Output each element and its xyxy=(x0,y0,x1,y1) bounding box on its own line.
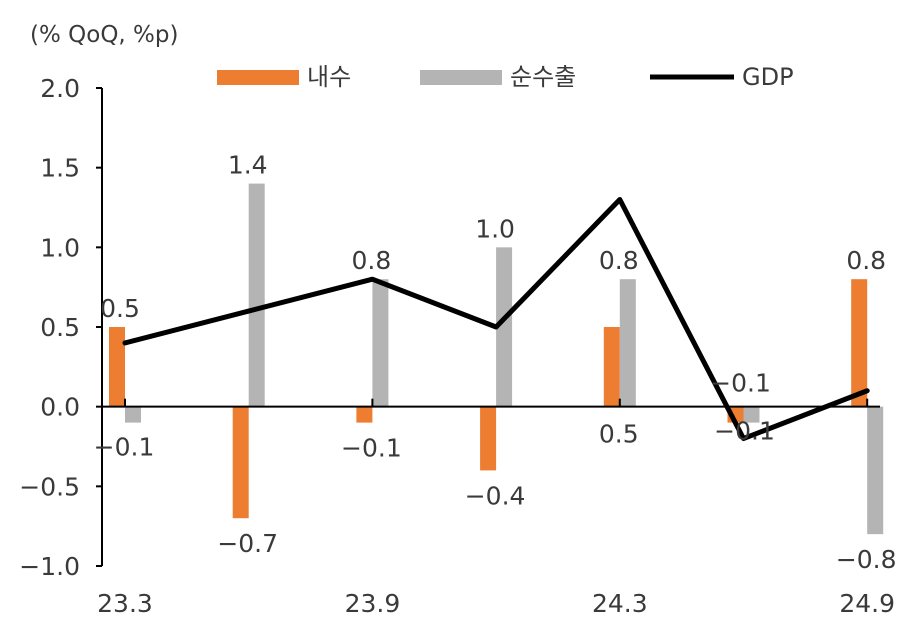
bar-domestic xyxy=(109,327,125,407)
data-label: −0.7 xyxy=(217,529,278,558)
y-tick-label: −1.0 xyxy=(19,552,80,581)
y-tick-label: 1.5 xyxy=(40,154,80,183)
x-tick-label: 24.9 xyxy=(839,589,895,618)
bar-net-exports xyxy=(867,406,884,535)
gdp-line xyxy=(122,197,870,442)
data-label: 1.4 xyxy=(228,151,268,180)
x-tick-label: 23.3 xyxy=(97,589,153,618)
x-tick-label: 23.9 xyxy=(345,589,401,618)
data-label: 0.5 xyxy=(599,420,639,449)
legend-label: GDP xyxy=(742,63,794,91)
legend-swatch xyxy=(420,70,502,85)
y-tick-label: 1.0 xyxy=(40,233,80,262)
legend-label: 내수 xyxy=(307,63,351,91)
y-tick-label: 0.0 xyxy=(40,393,80,422)
bar-net-exports xyxy=(496,247,513,407)
y-tick-label: −0.5 xyxy=(19,472,80,501)
bar-domestic xyxy=(851,279,868,407)
data-label: −0.1 xyxy=(341,434,402,463)
bar-net-exports xyxy=(743,406,760,423)
bar-domestic xyxy=(480,406,497,471)
bar-domestic xyxy=(232,406,249,519)
data-label: 1.0 xyxy=(475,214,515,243)
bar-net-exports xyxy=(372,279,389,407)
data-label: 0.8 xyxy=(352,246,392,275)
unit-label: (% QoQ, %p) xyxy=(30,22,178,48)
data-label: −0.1 xyxy=(714,417,775,446)
y-tick-label: 0.5 xyxy=(40,313,80,342)
bar-net-exports xyxy=(125,406,141,423)
bar-domestic xyxy=(356,406,373,423)
bar-domestic xyxy=(603,327,620,407)
legend-label: 순수출 xyxy=(510,63,576,91)
bar-net-exports xyxy=(248,183,265,407)
legend-swatch xyxy=(217,70,299,85)
data-label: −0.8 xyxy=(836,545,897,574)
bar-net-exports xyxy=(619,279,636,407)
data-label: −0.1 xyxy=(710,369,771,398)
y-tick-label: 2.0 xyxy=(40,74,80,103)
data-label: −0.1 xyxy=(94,433,155,462)
data-label: 0.8 xyxy=(846,246,886,275)
data-label: 0.8 xyxy=(599,246,639,275)
data-label: 0.5 xyxy=(100,294,140,323)
data-label: −0.4 xyxy=(465,481,526,510)
x-tick-label: 24.3 xyxy=(592,589,648,618)
